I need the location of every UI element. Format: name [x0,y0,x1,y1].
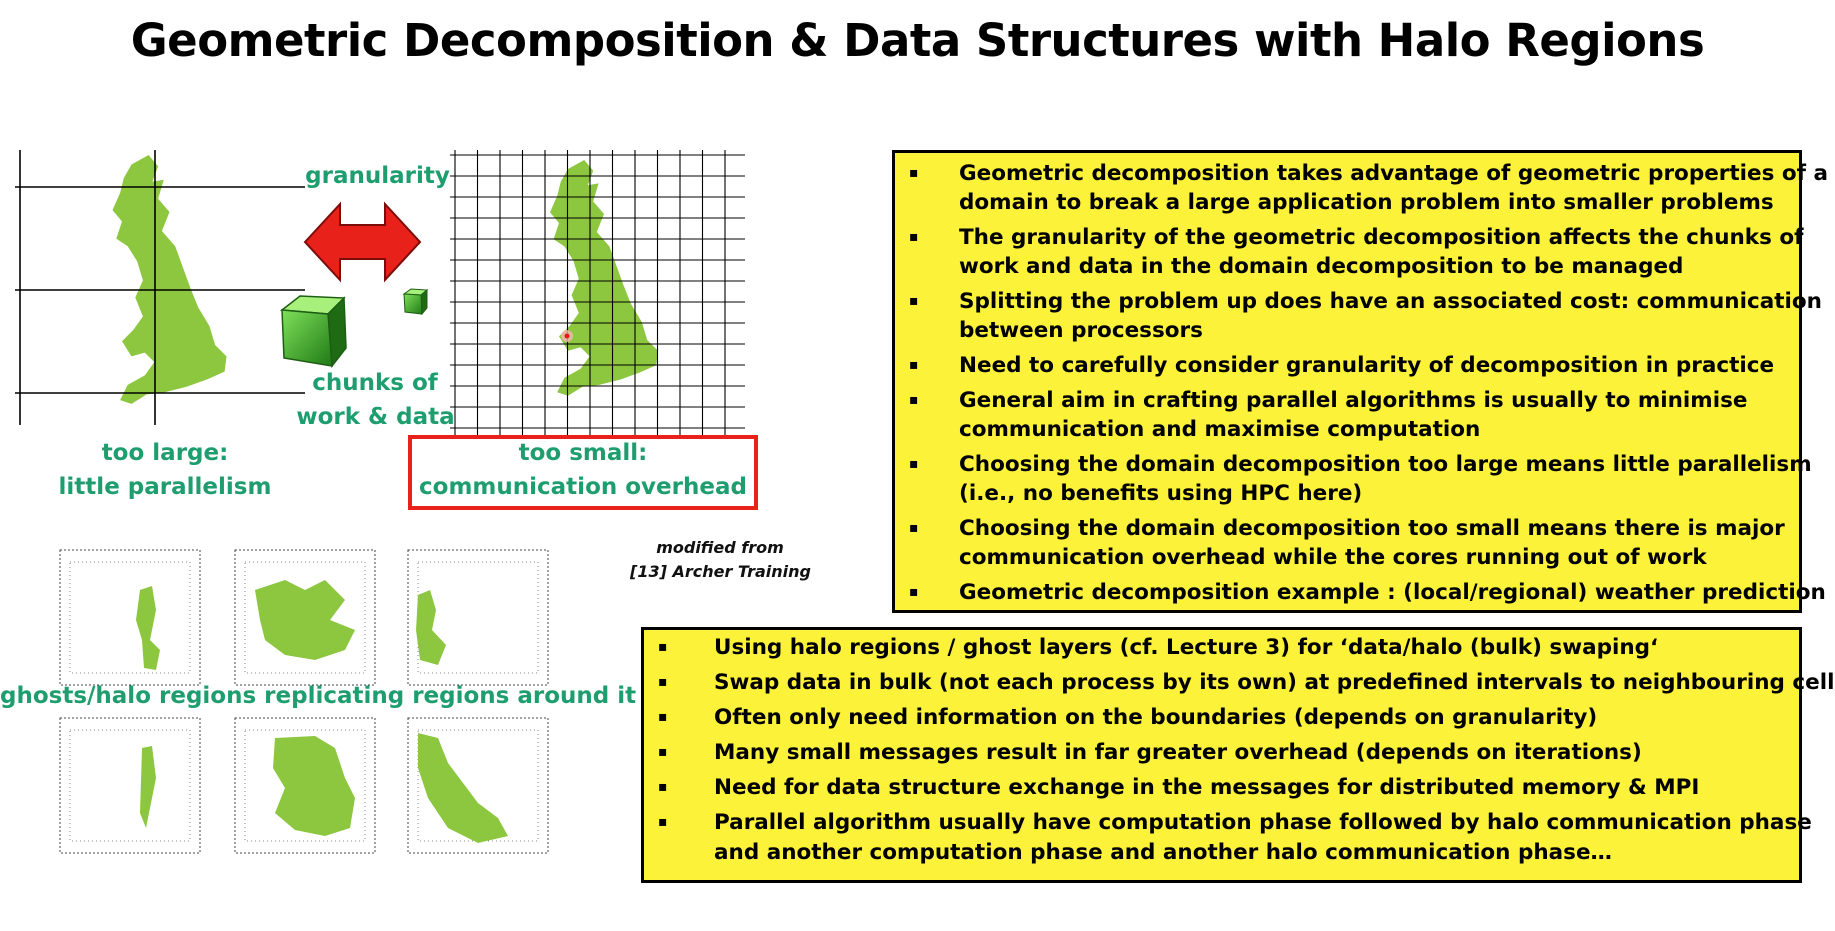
bullet-item: ▪ Need to carefully consider granularity … [895,351,1799,380]
granularity-arrow [303,201,422,283]
chunks-label-line1: chunks of [312,370,438,396]
bullet-text-line1: Choosing the domain decomposition too la… [959,452,1812,477]
too-large-line2: little parallelism [58,474,272,500]
bullet-marker: ▪ [909,357,919,373]
bullet-item: ▪ Need for data structure exchange in the… [644,773,1799,803]
bullet-text-line1: Often only need information on the bound… [714,705,1598,730]
bullet-text-line1: Need for data structure exchange in the … [714,775,1700,800]
map-shape [416,590,446,665]
bullet-text-line2: (i.e., no benefits using HPC here) [959,481,1363,506]
bullet-text-line1: Parallel algorithm usually have computat… [714,810,1812,835]
bullet-item: ▪ The granularity of the geometric decomp… [895,223,1804,281]
bullet-text-line1: Using halo regions / ghost layers (cf. L… [714,635,1659,660]
bullet-item: ▪ Splitting the problem up does have an a… [895,287,1822,345]
halo-tile [234,549,376,686]
bullet-text-line1: Splitting the problem up does have an as… [959,289,1822,314]
bullet-text-line1: Geometric decomposition takes advantage … [959,161,1829,186]
bullet-text-line2: communication overhead while the cores r… [959,545,1707,570]
map-shape [418,733,508,843]
bullet-marker: ▪ [909,165,919,181]
too-large-line1: too large: [101,440,229,466]
granularity-label: granularity [305,163,450,189]
fine-grid-map [450,150,745,435]
map-shape [550,160,658,396]
decomposition-bullet-list: ▪ Geometric decomposition takes advantage… [895,159,1829,607]
bullet-item: ▪ Geometric decomposition takes advantage… [895,159,1829,217]
halo-tiles-diagram [59,549,549,854]
bullet-text-line1: Geometric decomposition example : (local… [959,580,1826,605]
bullet-marker: ▪ [909,229,919,245]
too-small-line2: communication overhead [419,474,747,500]
small-cube-icon [402,288,429,316]
bullet-marker: ▪ [909,584,919,600]
bullet-item: ▪ Using halo regions / ghost layers (cf. … [644,633,1799,663]
halo-tile [59,717,201,854]
decomposition-bullet-box: ▪ Geometric decomposition takes advantage… [892,150,1829,613]
bullet-item: ▪ Many small messages result in far great… [644,738,1799,768]
halo-bullet-box: ▪ Using halo regions / ghost layers (cf. … [641,627,1835,883]
map-shape [273,736,355,836]
coarse-grid-map [15,150,305,425]
halo-tile [59,549,201,686]
map-shape [136,586,160,670]
bullet-text-line1: General aim in crafting parallel algorit… [959,388,1748,413]
bullet-text-line1: Choosing the domain decomposition too sm… [959,516,1785,541]
bullet-text-line2: domain to break a large application prob… [959,190,1774,215]
bullet-item: ▪ General aim in crafting parallel algori… [895,386,1799,444]
bullet-text-line1: Need to carefully consider granularity o… [959,353,1775,378]
source-note-line2: [13] Archer Training [630,562,811,581]
bullet-marker: ▪ [658,779,668,795]
bullet-item: ▪ Parallel algorithm usually have computa… [644,808,1812,867]
too-small-highlight-box [408,435,758,510]
bullet-item: ▪ Swap data in bulk (not each process by … [644,668,1835,698]
bullet-marker: ▪ [658,674,668,690]
bullet-item: ▪ Geometric decomposition example : (loca… [895,578,1826,607]
bullet-marker: ▪ [909,520,919,536]
too-small-line1: too small: [518,440,648,466]
halo-regions-label: ghosts/halo regions replicating regions … [0,683,637,709]
bullet-text-line2: between processors [959,318,1203,343]
bullet-marker: ▪ [909,293,919,309]
bullet-text-line2: work and data in the domain decompositio… [959,254,1684,279]
bullet-item: ▪ Choosing the domain decomposition too l… [895,450,1812,508]
bullet-marker: ▪ [658,709,668,725]
map-shape [140,746,156,828]
bullet-marker: ▪ [658,639,668,655]
bullet-text-line2: communication and maximise computation [959,417,1481,442]
bullet-marker: ▪ [909,456,919,472]
halo-bullet-list: ▪ Using halo regions / ghost layers (cf. … [644,633,1835,867]
bullet-text-line1: The granularity of the geometric decompo… [959,225,1804,250]
map-shape [255,580,355,660]
chunks-label-line2: work & data [296,404,455,430]
bullet-text-line1: Swap data in bulk (not each process by i… [714,670,1835,695]
page-title: Geometric Decomposition & Data Structure… [130,14,1705,67]
bullet-item: ▪ Often only need information on the boun… [644,703,1799,733]
halo-tile [234,717,376,854]
bullet-text-line2: and another computation phase and anothe… [714,839,1613,865]
bullet-marker: ▪ [909,392,919,408]
bullet-item: ▪ Choosing the domain decomposition too s… [895,514,1799,572]
large-cube-icon [280,295,347,368]
halo-tile [407,549,549,686]
bullet-text-line1: Many small messages result in far greate… [714,740,1642,765]
map-shape [112,155,227,404]
bullet-marker: ▪ [658,744,668,760]
source-note-line1: modified from [656,538,784,557]
bullet-marker: ▪ [658,814,668,830]
halo-tile [407,717,549,854]
